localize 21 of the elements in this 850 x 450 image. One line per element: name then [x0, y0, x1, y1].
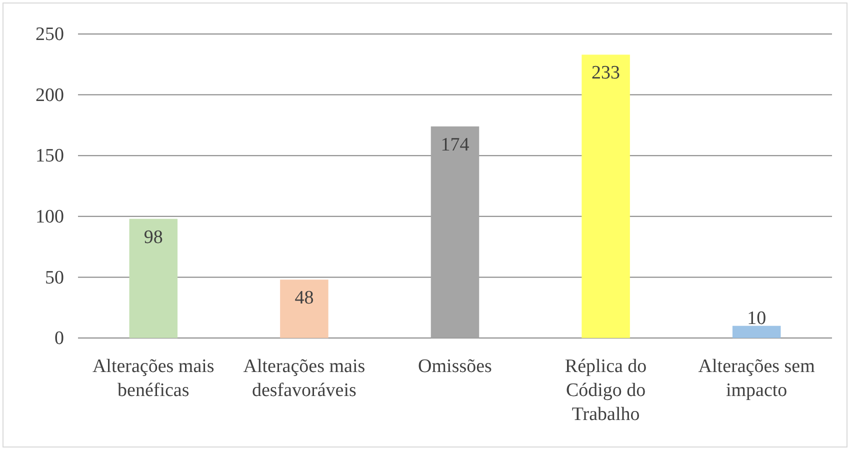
bar: [129, 218, 178, 338]
bar: [582, 54, 630, 338]
x-tick-label: Réplica do Código do Trabalho: [564, 356, 647, 425]
data-label: 233: [592, 62, 620, 84]
bar: [280, 280, 328, 338]
data-label: 10: [747, 308, 766, 329]
data-label: 98: [144, 226, 163, 248]
y-tick-label: 250: [36, 24, 64, 46]
bar: [430, 126, 480, 338]
y-tick-label: 200: [36, 84, 64, 106]
y-tick-label: 100: [36, 206, 64, 228]
y-tick-label: 50: [45, 267, 64, 288]
x-tick-label: Omissões: [418, 356, 492, 377]
x-tick-label: Alterações mais desfavoráveis: [243, 356, 366, 401]
data-label: 174: [440, 134, 470, 156]
y-tick-label: 0: [54, 328, 64, 350]
y-tick-label: 150: [36, 146, 64, 167]
bar: [732, 326, 781, 338]
x-tick-label: Alterações mais benéficas: [92, 356, 214, 401]
data-label: 48: [294, 288, 314, 309]
x-tick-label: Alterações sem impacto: [698, 356, 816, 401]
